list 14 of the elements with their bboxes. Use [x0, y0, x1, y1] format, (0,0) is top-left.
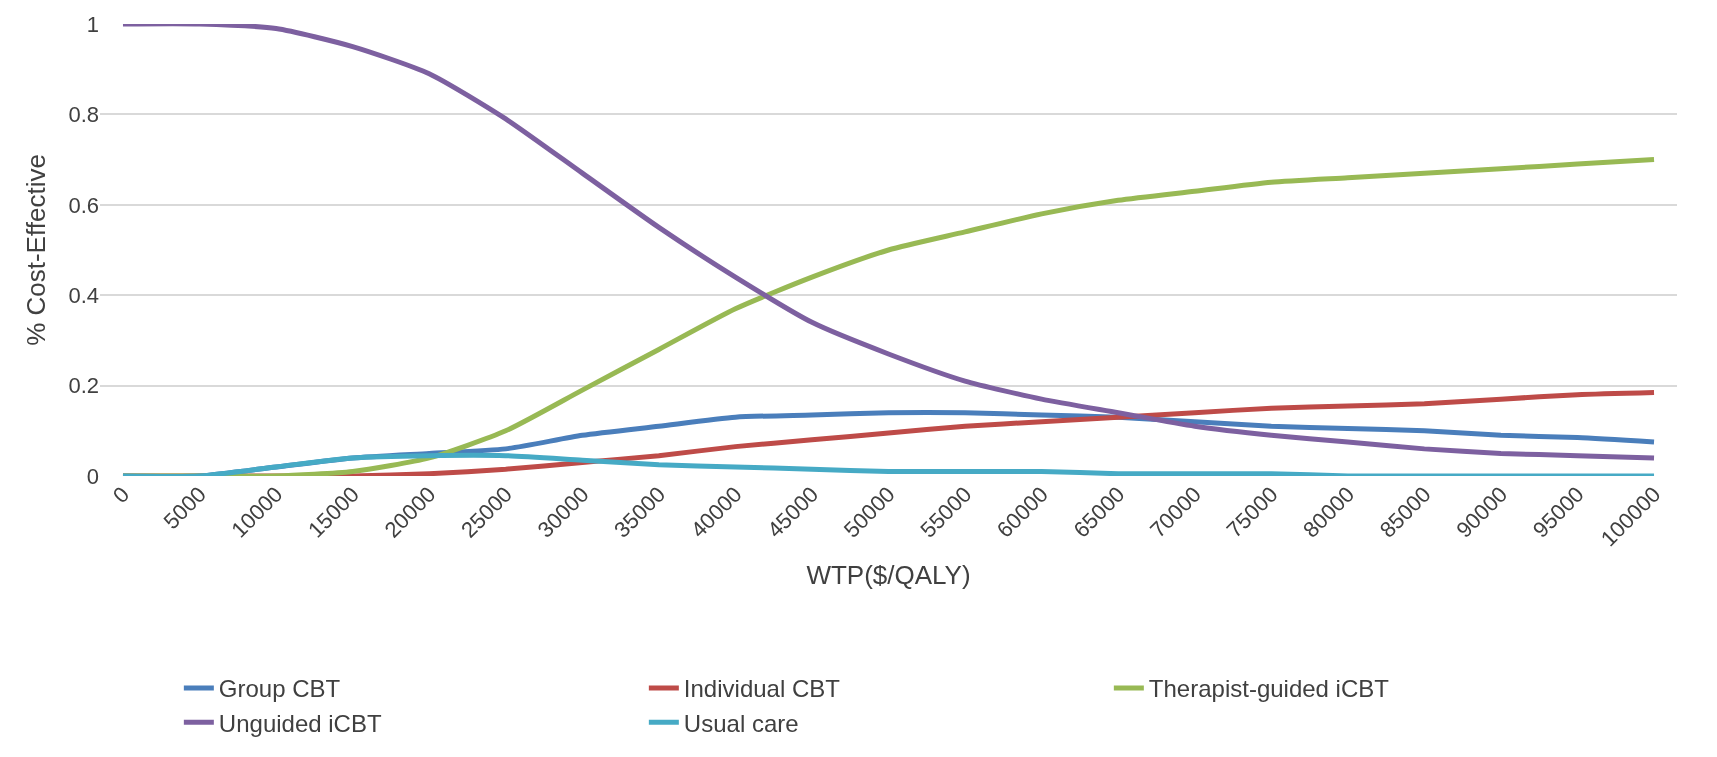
y-tick-label: 0: [86, 463, 99, 489]
y-tick-label: 0.2: [68, 373, 99, 399]
legend-label: Group CBT: [218, 675, 341, 703]
y-axis-title: % Cost-Effective: [20, 154, 51, 346]
legend-label: Unguided iCBT: [218, 709, 382, 737]
y-tick-label: 0.4: [68, 282, 99, 308]
x-axis-title: WTP($/QALY): [806, 559, 971, 590]
x-tick-label: 0: [107, 481, 135, 508]
legend-label: Individual CBT: [683, 675, 841, 703]
y-tick-label: 1: [86, 11, 99, 37]
legend-label: Usual care: [683, 709, 799, 737]
legend-label: Therapist-guided iCBT: [1148, 675, 1390, 703]
y-tick-label: 0.8: [68, 102, 99, 128]
y-tick-label: 0.6: [68, 192, 99, 218]
